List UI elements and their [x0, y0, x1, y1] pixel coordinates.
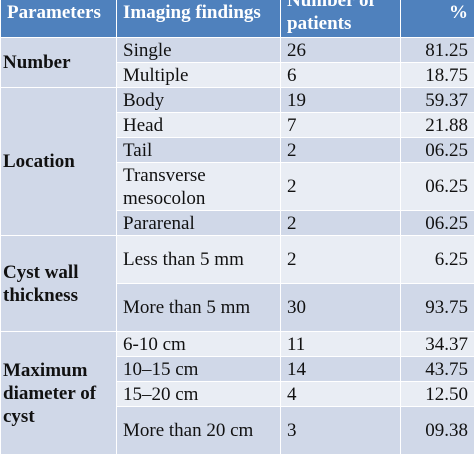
- finding-cell: Tail: [116, 137, 281, 163]
- table-row: Transverse mesocolon 2 06.25: [1, 162, 474, 211]
- parameter-maximum-diameter: Maximum diameter of cyst: [0, 331, 117, 455]
- table-row: Multiple 6 18.75: [1, 62, 474, 88]
- header-number-of-patients: Number of patients: [280, 0, 401, 38]
- patients-cell: 26: [280, 37, 401, 63]
- patients-cell: 11: [280, 331, 401, 357]
- patients-cell: 7: [280, 112, 401, 138]
- finding-cell: 15–20 cm: [116, 381, 281, 407]
- table-row: Number Single 26 81.25: [0, 37, 474, 88]
- patients-cell: 4: [280, 381, 401, 407]
- header-imaging-findings: Imaging findings: [116, 0, 281, 38]
- percent-cell: 06.25: [400, 137, 474, 163]
- header-percent: %: [400, 0, 474, 38]
- percent-cell: 18.75: [400, 62, 474, 88]
- percent-cell: 06.25: [400, 210, 474, 236]
- finding-cell: More than 5 mm: [116, 283, 281, 332]
- parameter-location: Location: [0, 87, 117, 236]
- patients-cell: 6: [280, 62, 401, 88]
- table-row: Maximum diameter of cyst 6-10 cm 11 34.3…: [0, 331, 474, 455]
- finding-cell: Pararenal: [116, 210, 281, 236]
- percent-cell: 34.37: [400, 331, 474, 357]
- parameter-cyst-wall-thickness: Cyst wall thickness: [0, 235, 117, 332]
- findings-table: Parameters Imaging findings Number of pa…: [0, 0, 474, 455]
- table-row: More than 5 mm 30 93.75: [1, 283, 474, 332]
- parameter-number: Number: [0, 37, 117, 88]
- percent-cell: 06.25: [400, 162, 474, 211]
- percent-cell: 21.88: [400, 112, 474, 138]
- table-row: More than 20 cm 3 09.38: [1, 406, 474, 455]
- patients-cell: 2: [280, 137, 401, 163]
- finding-cell: More than 20 cm: [116, 406, 281, 455]
- finding-cell: Less than 5 mm: [116, 235, 281, 284]
- table-row: 15–20 cm 4 12.50: [1, 381, 474, 407]
- table-row: 10–15 cm 14 43.75: [1, 356, 474, 382]
- finding-cell: Multiple: [116, 62, 281, 88]
- finding-cell: Body: [116, 87, 281, 113]
- table-header-row: Parameters Imaging findings Number of pa…: [0, 0, 474, 38]
- header-parameters: Parameters: [0, 0, 117, 38]
- finding-cell: Head: [116, 112, 281, 138]
- patients-cell: 19: [280, 87, 401, 113]
- finding-cell: Transverse mesocolon: [116, 162, 281, 211]
- percent-cell: 43.75: [400, 356, 474, 382]
- percent-cell: 6.25: [400, 235, 474, 284]
- table-row: Location Body 19 59.37: [0, 87, 474, 236]
- patients-cell: 14: [280, 356, 401, 382]
- patients-cell: 2: [280, 210, 401, 236]
- table-row: Tail 2 06.25: [1, 137, 474, 163]
- finding-cell: 10–15 cm: [116, 356, 281, 382]
- percent-cell: 93.75: [400, 283, 474, 332]
- patients-cell: 30: [280, 283, 401, 332]
- percent-cell: 09.38: [400, 406, 474, 455]
- table-row: Head 7 21.88: [1, 112, 474, 138]
- finding-cell: Single: [116, 37, 281, 63]
- finding-cell: 6-10 cm: [116, 331, 281, 357]
- patients-cell: 2: [280, 162, 401, 211]
- patients-cell: 3: [280, 406, 401, 455]
- percent-cell: 81.25: [400, 37, 474, 63]
- table-row: Cyst wall thickness Less than 5 mm 2 6.2…: [0, 235, 474, 332]
- percent-cell: 12.50: [400, 381, 474, 407]
- patients-cell: 2: [280, 235, 401, 284]
- percent-cell: 59.37: [400, 87, 474, 113]
